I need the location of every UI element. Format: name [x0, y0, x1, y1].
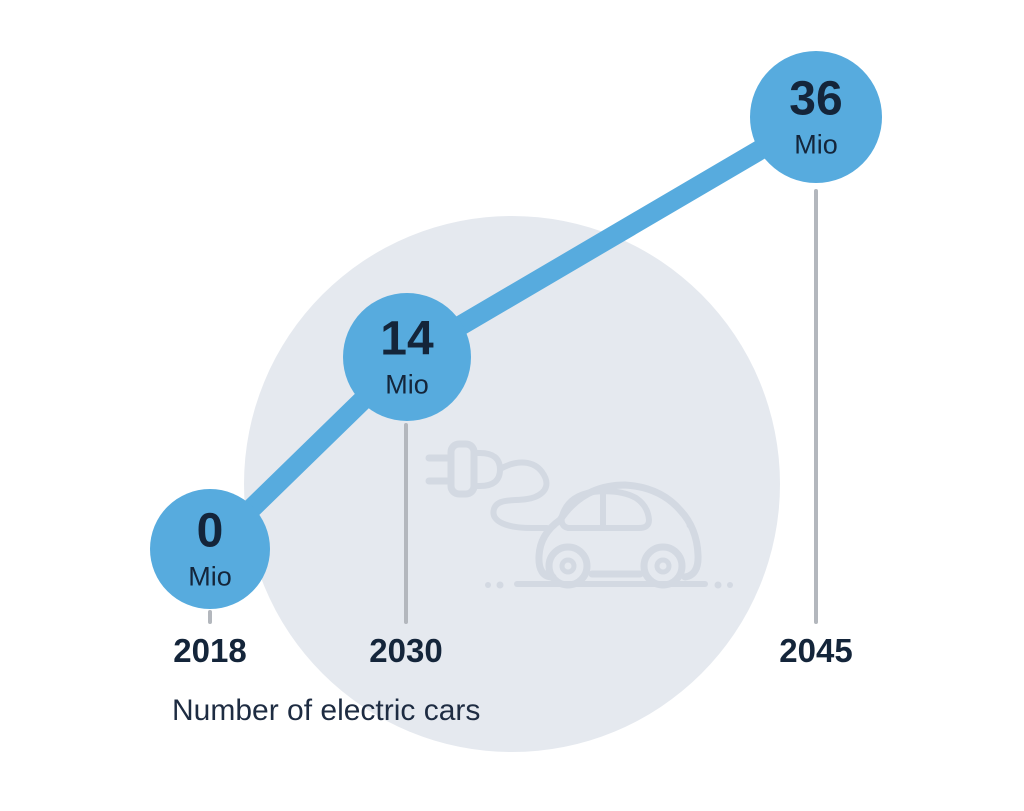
ground-dot-left-2-icon	[485, 582, 491, 588]
car-front-hub-icon	[559, 557, 577, 575]
charging-cable-icon	[490, 459, 550, 531]
ground-dot-right-2-icon	[727, 582, 733, 588]
chart-title: Number of electric cars	[172, 694, 481, 727]
icon-strokes	[425, 440, 733, 589]
electric-car-with-plug-icon	[425, 440, 733, 589]
ground-dot-left-1-icon	[496, 581, 504, 589]
trend-line	[200, 107, 826, 559]
charge-port-dot-icon	[686, 521, 694, 529]
car-window-icon	[558, 488, 652, 531]
car-body-icon	[535, 481, 702, 581]
ground-dot-right-1-icon	[714, 581, 722, 589]
data-point-2030	[343, 293, 471, 421]
axis-label-2030: 2030	[369, 632, 443, 669]
data-point-2018	[150, 489, 270, 609]
axis-label-2018: 2018	[173, 632, 247, 669]
axis-label-2045: 2045	[779, 632, 853, 669]
data-point-2045	[750, 51, 882, 183]
car-rear-hub-icon	[654, 557, 672, 575]
plug-body-icon	[447, 440, 478, 498]
